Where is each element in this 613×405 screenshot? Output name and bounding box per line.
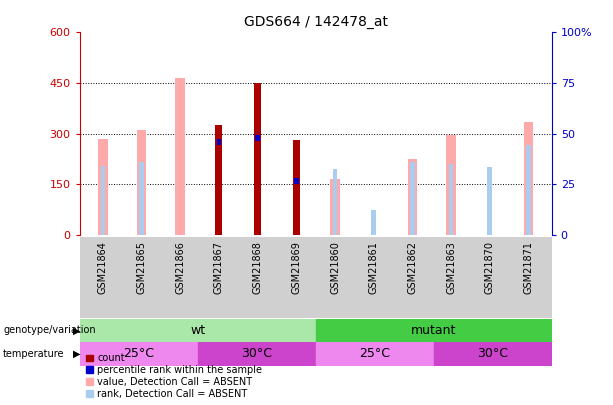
Bar [175, 78, 185, 235]
Text: GSM21861: GSM21861 [369, 241, 379, 294]
Bar [449, 164, 454, 235]
Bar [408, 159, 417, 235]
Bar [293, 141, 300, 235]
Text: GSM21866: GSM21866 [175, 241, 185, 294]
Bar [371, 210, 376, 235]
FancyBboxPatch shape [80, 319, 316, 342]
Legend: count, percentile rank within the sample, value, Detection Call = ABSENT, rank, : count, percentile rank within the sample… [85, 352, 263, 400]
Bar [410, 162, 415, 235]
Bar [526, 145, 531, 235]
FancyBboxPatch shape [197, 342, 316, 366]
FancyBboxPatch shape [316, 342, 434, 366]
Bar [330, 179, 340, 235]
Text: GSM21871: GSM21871 [524, 241, 533, 294]
Text: GSM21865: GSM21865 [137, 241, 147, 294]
Text: GSM21863: GSM21863 [446, 241, 456, 294]
Bar [254, 83, 261, 235]
Text: wt: wt [190, 324, 205, 337]
Text: GSM21864: GSM21864 [98, 241, 108, 294]
Bar [137, 130, 147, 235]
Text: genotype/variation: genotype/variation [3, 326, 96, 335]
Bar [216, 125, 223, 235]
Bar [98, 139, 108, 235]
Bar [101, 166, 105, 235]
FancyBboxPatch shape [316, 319, 552, 342]
Bar [256, 135, 260, 141]
FancyBboxPatch shape [434, 342, 552, 366]
Bar [294, 177, 299, 183]
Bar [139, 162, 144, 235]
Text: ▶: ▶ [73, 326, 80, 335]
Text: 25°C: 25°C [359, 347, 390, 360]
Bar [524, 122, 533, 235]
FancyBboxPatch shape [80, 342, 197, 366]
Bar [487, 167, 492, 235]
Text: GSM21860: GSM21860 [330, 241, 340, 294]
Text: mutant: mutant [411, 324, 457, 337]
Text: ▶: ▶ [73, 349, 80, 359]
Text: GSM21862: GSM21862 [408, 241, 417, 294]
Text: GSM21870: GSM21870 [485, 241, 495, 294]
Bar [446, 135, 456, 235]
Text: GSM21868: GSM21868 [253, 241, 262, 294]
Text: 30°C: 30°C [241, 347, 272, 360]
Text: 30°C: 30°C [477, 347, 508, 360]
Bar [333, 169, 337, 235]
Text: GSM21867: GSM21867 [214, 241, 224, 294]
Text: temperature: temperature [3, 349, 64, 359]
Bar [216, 139, 221, 145]
Text: GSM21869: GSM21869 [291, 241, 302, 294]
Title: GDS664 / 142478_at: GDS664 / 142478_at [244, 15, 387, 29]
Text: 25°C: 25°C [123, 347, 154, 360]
